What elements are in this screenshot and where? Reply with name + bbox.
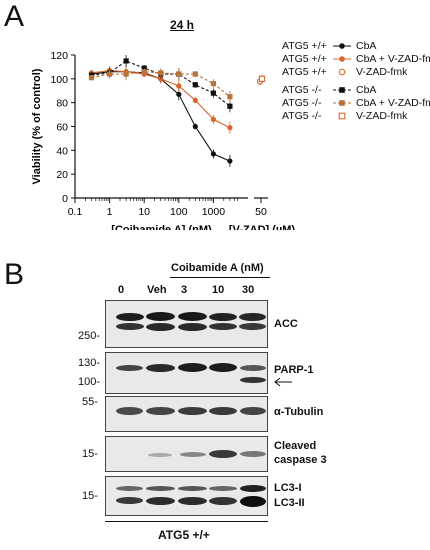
legend-marker [333, 100, 351, 106]
x-tick-label: 1 [107, 206, 113, 218]
treatment-bracket [170, 277, 270, 278]
x-tick-label: 0.1 [68, 206, 83, 218]
data-point [141, 69, 147, 75]
data-point [227, 94, 233, 100]
x-axis-label: [Coibamide A] (nM) [111, 224, 212, 230]
data-point [258, 75, 266, 82]
lane-label: 30 [242, 284, 255, 296]
blot-tubulin [105, 396, 268, 432]
legend-line-label: ATG5 +/+ [282, 40, 327, 52]
y-tick-label: 20 [56, 169, 68, 181]
x-tick-label-vzad: 50 [255, 206, 267, 218]
treatment-label: Coibamide A (nM) [171, 262, 264, 274]
legend-line-label: ATG5 +/+ [282, 66, 327, 78]
lane-label: Veh [147, 284, 167, 296]
data-point [192, 97, 198, 103]
blot-label-tubulin: α-Tubulin [274, 406, 324, 418]
legend-entry: ATG5 -/- V-ZAD-fmk [282, 110, 407, 122]
blot-label-caspase3-line1: Cleaved [274, 440, 317, 452]
y-tick-label: 0 [62, 193, 68, 205]
data-point [210, 116, 216, 122]
legend-line-label: ATG5 -/- [282, 84, 322, 96]
marker-130: 130- [78, 357, 101, 369]
y-axis-label: Viability (% of control) [31, 68, 43, 184]
legend-series-label: CbA [356, 40, 377, 52]
data-point [123, 58, 129, 64]
data-point [158, 70, 164, 76]
y-tick-label: 80 [56, 98, 68, 110]
blot-label-parp1: PARP-1 [274, 364, 314, 376]
blot-caspase3 [105, 436, 268, 472]
legend-entry: ATG5 -/- CbA [282, 84, 376, 96]
y-tick-label: 120 [50, 50, 68, 62]
legend-entry: ATG5 +/+ V-ZAD-fmk [282, 66, 407, 78]
viability-chart: 0 20 40 60 80 100 120 0.1 1 10 100 1000 50 Viability … [31, 50, 296, 230]
data-point [227, 103, 233, 109]
legend-line-label: ATG5 -/- [282, 97, 322, 109]
data-point [141, 65, 147, 71]
legend-series-label: CbA [356, 84, 377, 96]
chart-title: 24 h [170, 18, 195, 32]
legend-marker [333, 87, 351, 93]
data-point [158, 76, 164, 82]
blot-label-lc3-1: LC3-I [274, 482, 302, 494]
blot-label-caspase3-line2: caspase 3 [274, 454, 327, 466]
y-tick-label: 100 [50, 74, 68, 86]
legend-marker [333, 43, 351, 49]
blot-lc3 [105, 476, 268, 516]
legend-line-label: ATG5 +/+ [282, 53, 327, 65]
legend-line-label: ATG5 -/- [282, 110, 322, 122]
legend-marker [333, 56, 351, 62]
data-point [227, 125, 233, 131]
cleaved-parp-arrow [274, 377, 292, 387]
data-point [176, 91, 182, 97]
marker-250: 250- [78, 330, 101, 342]
blot-acc [105, 300, 268, 348]
x-tick-label: 100 [170, 206, 188, 218]
x-tick-label: 10 [138, 206, 150, 218]
marker-100: 100- [78, 376, 101, 388]
legend-series-label: CbA + V-ZAD-fmk [356, 97, 430, 109]
blot-parp1 [105, 352, 268, 394]
x-axis-label-vzad: [V-ZAD] (µM) [229, 224, 296, 230]
lane-label: 0 [118, 284, 125, 296]
data-point [123, 71, 129, 77]
data-point [88, 75, 95, 81]
data-point [192, 82, 198, 88]
marker-15a: 15- [82, 448, 98, 460]
panel-a-letter: A [4, 0, 25, 33]
legend-entry: ATG5 +/+ CbA + V-ZAD-fmk [282, 53, 430, 65]
legend-series-label: CbA + V-ZAD-fmk [356, 53, 430, 65]
legend-marker [338, 112, 346, 120]
legend-entry: ATG5 -/- CbA + V-ZAD-fmk [282, 97, 430, 109]
cell-line-label: ATG5 +/+ [158, 528, 210, 542]
marker-15b: 15- [82, 490, 98, 502]
data-point [227, 158, 233, 164]
cell-line-bar [105, 521, 268, 522]
data-point [210, 151, 216, 157]
data-point [192, 71, 198, 77]
legend-entry: ATG5 +/+ CbA [282, 40, 376, 52]
data-point [107, 71, 113, 77]
lane-label: 10 [212, 284, 225, 296]
data-point [192, 123, 198, 130]
blot-label-lc3-2: LC3-II [274, 497, 305, 509]
x-tick-label: 1000 [202, 206, 226, 218]
data-point [176, 83, 182, 89]
blot-label-acc: ACC [274, 318, 298, 330]
data-point [210, 81, 216, 87]
data-point [176, 71, 182, 77]
legend-series-label: V-ZAD-fmk [356, 66, 408, 78]
series-line [91, 60, 231, 107]
series-line [91, 71, 231, 162]
data-point [210, 90, 216, 96]
legend-marker [338, 68, 346, 76]
legend-series-label: V-ZAD-fmk [356, 110, 408, 122]
y-tick-label: 60 [56, 122, 68, 134]
marker-55: 55- [82, 396, 98, 408]
panel-b-letter: B [4, 258, 25, 291]
lane-label: 3 [181, 284, 188, 296]
y-tick-label: 40 [56, 145, 68, 157]
